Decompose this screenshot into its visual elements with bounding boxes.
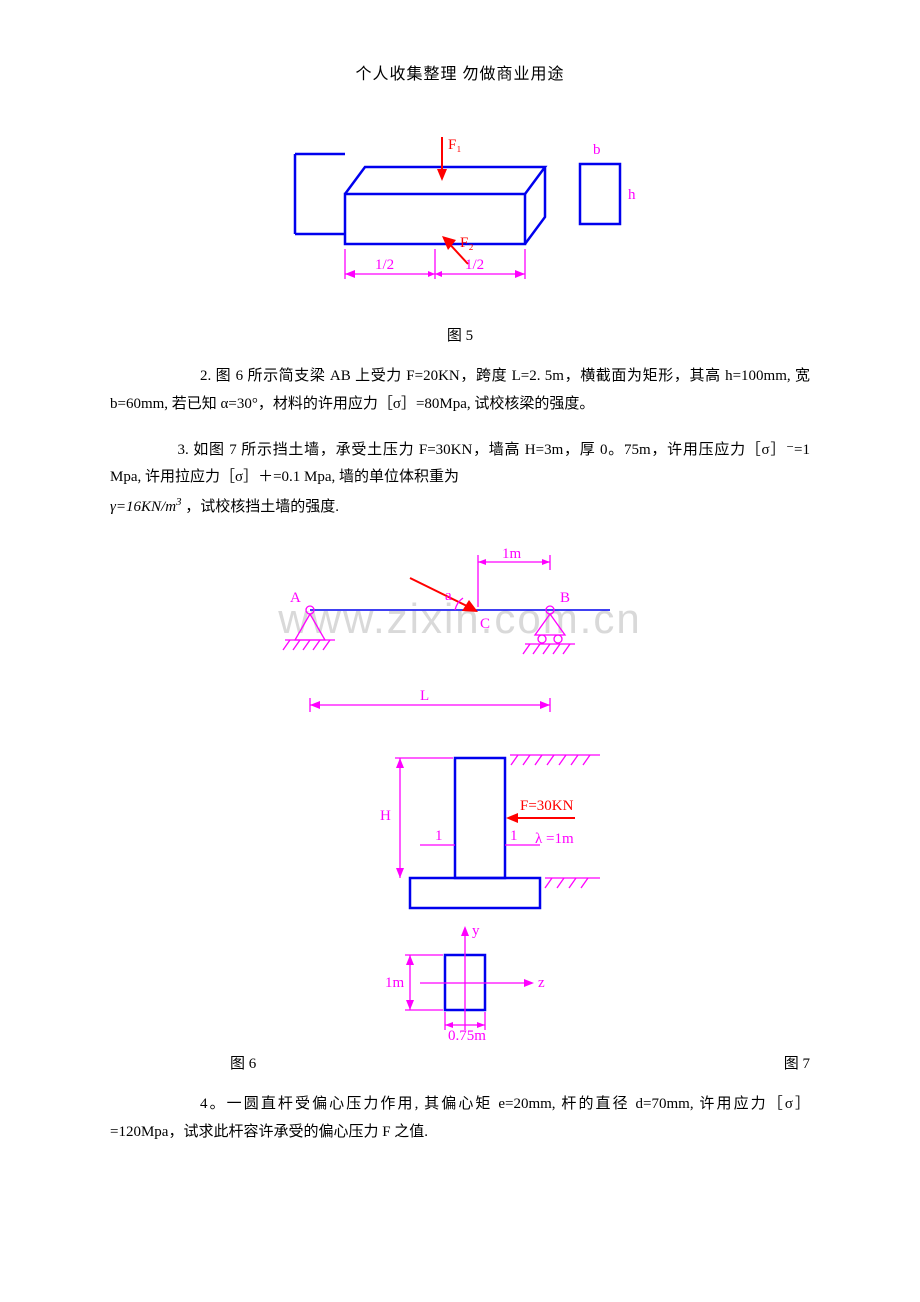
- fig6-B: B: [560, 590, 570, 606]
- fig5-svg: F₁ F₂ 1/2 1/2 b h: [270, 119, 650, 314]
- page-header: 个人收集整理 勿做商业用途: [110, 60, 810, 84]
- fig6-C: C: [480, 616, 490, 632]
- fig7-F: F=30KN: [520, 798, 574, 814]
- fig7-one1: 1: [435, 828, 443, 844]
- p3-text-b: ，试校核挡土墙的强度.: [185, 499, 339, 515]
- fig7-z: z: [538, 975, 545, 991]
- paragraph-4: 4。一圆直杆受偏心压力作用, 其偏心矩 e=20mm, 杆的直径 d=70mm,…: [110, 1091, 810, 1147]
- fig5-f1: F₁: [448, 137, 462, 153]
- p3-text-a: 3. 如图 7 所示挡土墙，承受土压力 F=30KN，墙高 H=3m，厚 0。7…: [110, 442, 810, 486]
- gamma-sup: 3: [176, 496, 182, 508]
- fig7-width: 0.75m: [448, 1028, 486, 1040]
- figure-5: F₁ F₂ 1/2 1/2 b h 图 5: [110, 119, 810, 345]
- fig5-dim1: 1/2: [375, 257, 394, 273]
- fig7-label: 图 7: [784, 1052, 810, 1073]
- fig7-H: H: [380, 808, 391, 824]
- fig6-A: A: [290, 590, 301, 606]
- figure-6: A B a C 1m L: [110, 540, 810, 735]
- fig5-dim2: 1/2: [465, 257, 484, 273]
- fig7-y: y: [472, 923, 480, 939]
- paragraph-3: 3. 如图 7 所示挡土墙，承受土压力 F=30KN，墙高 H=3m，厚 0。7…: [110, 437, 810, 522]
- fig6-svg: A B a C 1m L: [250, 540, 670, 735]
- fig5-h: h: [628, 187, 636, 203]
- fig6-label: 图 6: [230, 1052, 256, 1073]
- fig6-L: L: [420, 688, 429, 704]
- fig6-1m: 1m: [502, 546, 522, 562]
- figure-7: H F=30KN 1 1 λ =1m y z 1m: [110, 740, 810, 1040]
- fig7-lambda: λ =1m: [535, 831, 574, 847]
- fig7-svg: H F=30KN 1 1 λ =1m y z 1m: [280, 740, 640, 1040]
- fig6-angle: a: [445, 588, 452, 604]
- fig7-1m: 1m: [385, 975, 405, 991]
- gamma-formula: γ=16KN/m: [110, 499, 176, 515]
- fig7-one2: 1: [510, 828, 518, 844]
- fig-labels-row: 图 6 图 7: [230, 1052, 810, 1073]
- fig5-f2: F₂: [460, 235, 474, 251]
- fig5-label: 图 5: [110, 324, 810, 345]
- paragraph-2: 2. 图 6 所示简支梁 AB 上受力 F=20KN，跨度 L=2. 5m，横截…: [110, 363, 810, 419]
- fig5-b: b: [593, 142, 601, 158]
